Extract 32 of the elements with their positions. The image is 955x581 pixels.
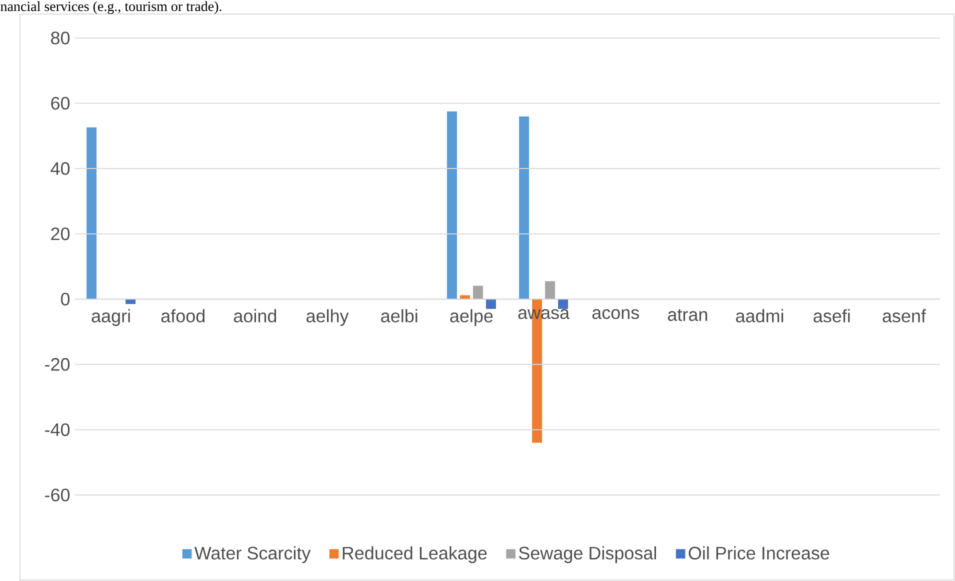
legend-label: Sewage Disposal [518, 546, 656, 564]
x-tick-label: aoind [234, 309, 276, 322]
x-tick-label: aelpe [450, 309, 493, 326]
x-tick-label: asefi [814, 309, 850, 322]
bar [446, 111, 457, 300]
bar [86, 127, 97, 300]
y-tick-label: 80 [51, 32, 70, 44]
legend-label: Reduced Leakage [342, 546, 487, 564]
text: nancial services (e.g., tourism or trade). [0, 1, 222, 14]
bar [486, 299, 496, 309]
x-tick-label: atran [668, 309, 708, 321]
x-tick-label: aagri [92, 309, 130, 326]
bar [545, 281, 556, 300]
y-tick-label: -40 [45, 423, 70, 436]
y-tick-label: 0 [60, 292, 70, 306]
x-tick-label: aadmi [736, 309, 784, 322]
y-tick-label: -20 [45, 358, 70, 371]
bar [472, 286, 483, 300]
bar [519, 116, 530, 300]
x-tick-label: afood [161, 309, 204, 322]
legend-label: Oil Price Increase [688, 546, 830, 560]
bar [126, 299, 136, 304]
y-tick-label: -60 [45, 488, 70, 502]
y-tick-label: 40 [50, 162, 70, 175]
legend-label: Water Scarcity [194, 546, 311, 564]
y-tick-label: 20 [51, 227, 70, 240]
x-tick-label: aelbi [381, 309, 418, 322]
bar [558, 299, 568, 309]
x-tick-label: acons [592, 309, 639, 320]
y-tick-label: 60 [51, 96, 70, 110]
x-tick-label: aelhy [306, 309, 349, 326]
x-tick-label: asenf [882, 309, 926, 322]
